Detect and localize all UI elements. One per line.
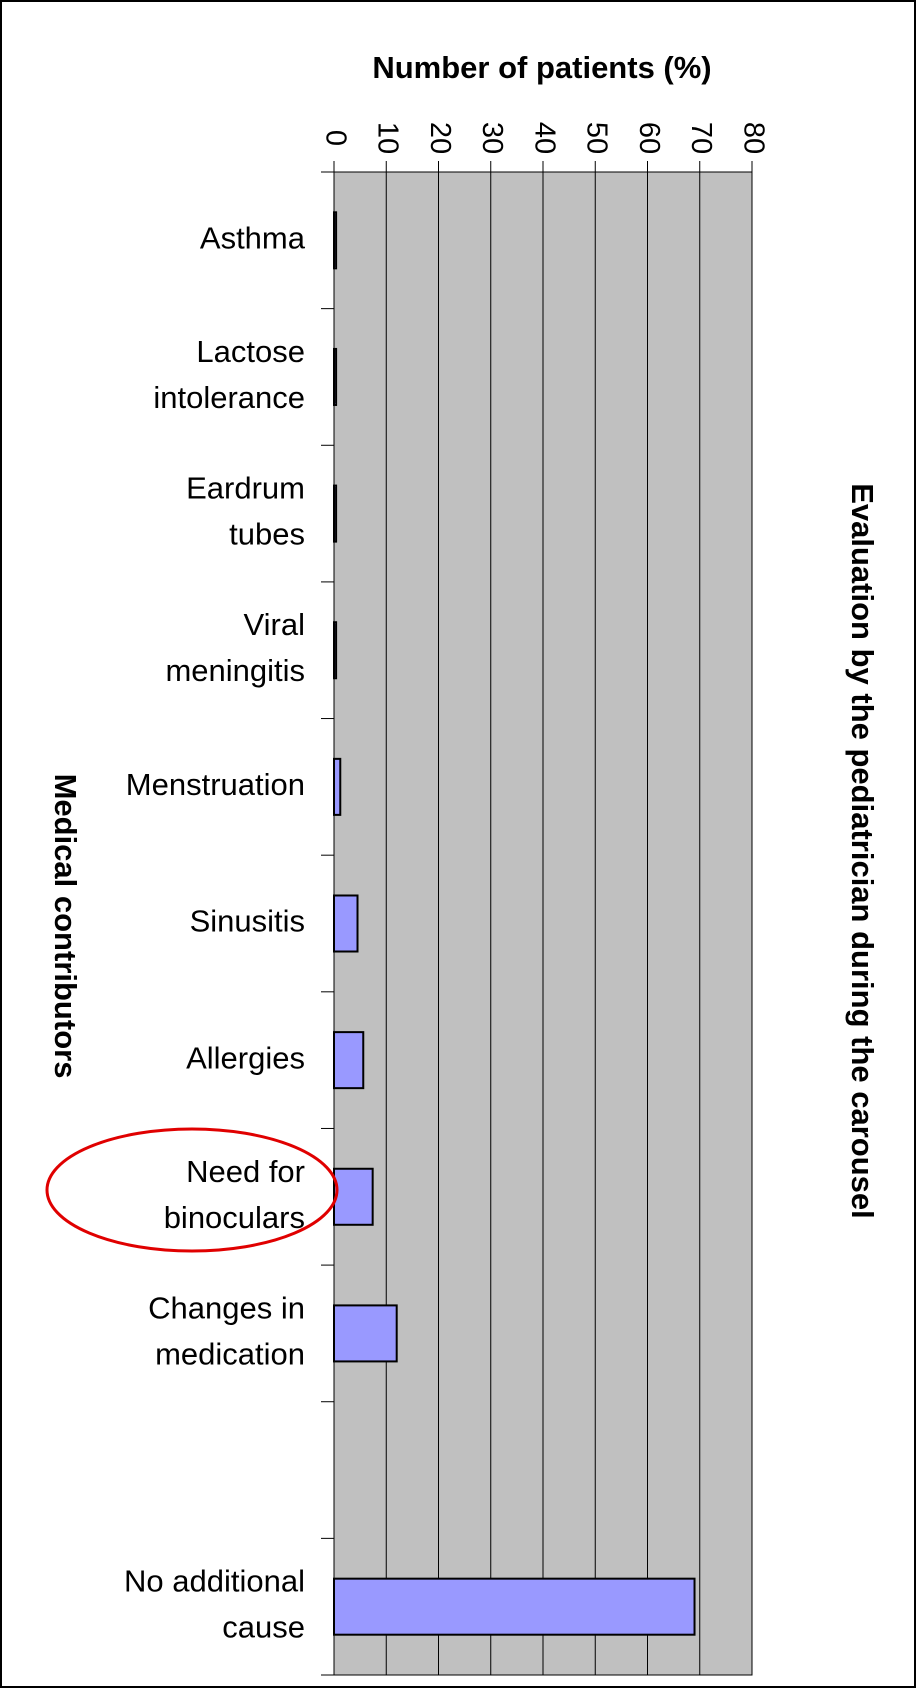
bar [333, 1031, 365, 1090]
bar [333, 1167, 374, 1226]
chart-title: Evaluation by the pediatrician during th… [845, 483, 880, 1219]
highlight-ellipse [45, 1127, 339, 1253]
bar [333, 1304, 398, 1363]
y-tick-label: Viral meningitis [165, 607, 305, 688]
x-tick-label: 40 [528, 122, 560, 154]
bar [333, 211, 338, 270]
y-tick-label: Changes in medication [148, 1291, 305, 1372]
x-tick-label: 20 [424, 122, 456, 154]
bar [333, 484, 338, 543]
x-tick-label: 50 [581, 122, 613, 154]
y-tick-label: No additional cause [124, 1564, 305, 1645]
y-tick-label: Asthma [200, 221, 306, 256]
bar [333, 894, 359, 953]
x-axis-title: Number of patients (%) [372, 50, 711, 85]
y-axis-title: Medical contributors [48, 774, 83, 1079]
y-tick-label: Allergies [186, 1040, 305, 1075]
bar [333, 757, 342, 816]
x-tick-label: 70 [685, 122, 717, 154]
y-tick-label: Sinusitis [190, 904, 305, 939]
bar [333, 621, 338, 680]
y-tick-label: Menstruation [126, 767, 305, 802]
marks: 0 10 20 30 40 50 60 70 80 Asthma Lactose intoleranc… [124, 122, 769, 1676]
y-tick-label: Lactose intolerance [153, 334, 305, 415]
x-tick-label: 60 [633, 122, 665, 154]
bar [333, 1577, 696, 1636]
x-tick-label: 10 [372, 122, 404, 154]
x-tick-label: 0 [319, 130, 351, 146]
x-tick-label: 30 [476, 122, 508, 154]
bar [333, 347, 338, 406]
x-tick-label: 80 [737, 122, 769, 154]
y-tick-label: Need for binoculars [164, 1154, 305, 1235]
y-tick-label: Eardrum tubes [186, 471, 305, 552]
